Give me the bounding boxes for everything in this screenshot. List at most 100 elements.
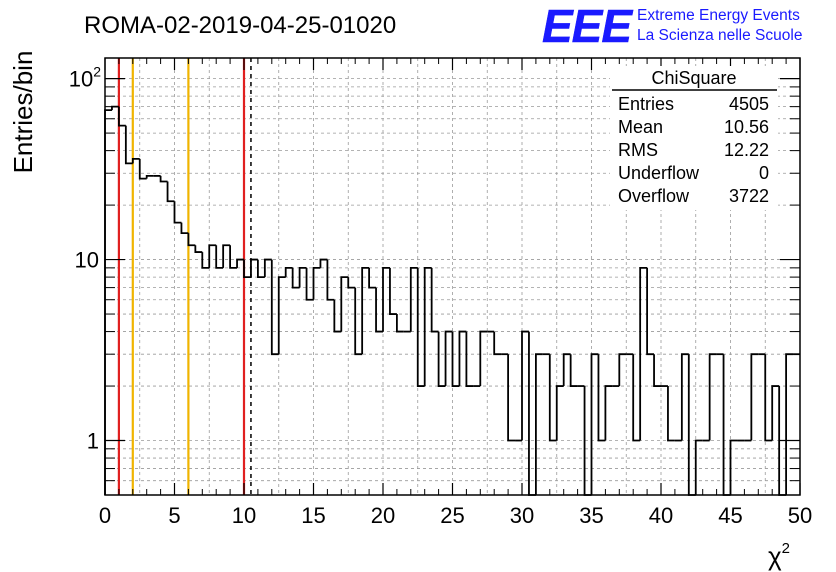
x-axis-label-text: χ2 bbox=[768, 540, 790, 571]
x-tick-label: 10 bbox=[232, 503, 256, 528]
histogram-bin bbox=[680, 353, 689, 441]
eee-logo-mark: EEE bbox=[542, 0, 633, 52]
stats-box: ChiSquare Entries 4505 Mean 10.56 RMS 12… bbox=[610, 66, 778, 210]
histogram-bin bbox=[257, 259, 265, 279]
histogram-bin bbox=[465, 331, 474, 387]
histogram-bin bbox=[215, 245, 224, 269]
histogram-bin bbox=[124, 125, 133, 165]
histogram-bin bbox=[173, 201, 182, 224]
histogram-bin bbox=[243, 259, 251, 279]
histogram-bin bbox=[180, 222, 189, 235]
histogram-bin bbox=[569, 354, 578, 387]
stats-value-overflow: 3722 bbox=[729, 186, 769, 206]
histogram-bin bbox=[354, 287, 363, 356]
histogram-bin bbox=[389, 267, 397, 315]
histogram-bin bbox=[208, 244, 217, 268]
histogram-bin bbox=[298, 266, 307, 288]
histogram-bin bbox=[361, 266, 370, 355]
histogram-bin bbox=[687, 354, 696, 496]
histogram-bin bbox=[604, 385, 613, 441]
x-tick-label: 30 bbox=[510, 503, 534, 528]
y-axis-label: Entries/bin bbox=[8, 51, 38, 174]
histogram-bin bbox=[458, 330, 467, 387]
histogram-bin bbox=[667, 386, 675, 442]
histogram-bin bbox=[236, 258, 244, 268]
histogram-bin bbox=[548, 354, 557, 442]
histogram-bin bbox=[368, 267, 377, 289]
histogram-bin bbox=[423, 266, 432, 387]
histogram-bin bbox=[194, 245, 203, 253]
histogram-bin bbox=[451, 331, 460, 387]
chart-title: ROMA-02-2019-04-25-01020 bbox=[84, 12, 396, 39]
histogram-bin bbox=[375, 287, 383, 333]
x-tick-label: 0 bbox=[99, 503, 111, 528]
histogram-bin bbox=[618, 353, 627, 387]
eee-logo-line2: La Scienza nelle Scuole bbox=[637, 27, 802, 44]
stats-label-entries: Entries bbox=[618, 94, 674, 114]
histogram-bin bbox=[653, 354, 661, 387]
y-tick-label: 10 bbox=[75, 248, 99, 273]
x-tick-label: 45 bbox=[718, 503, 742, 528]
histogram-bin bbox=[528, 331, 536, 496]
stats-label-mean: Mean bbox=[618, 117, 663, 137]
histogram-bin bbox=[222, 244, 231, 268]
histogram-bin bbox=[138, 158, 147, 180]
histogram-bin bbox=[430, 267, 439, 333]
histogram-bin bbox=[270, 259, 279, 356]
histogram-bin bbox=[409, 266, 418, 332]
histogram-bin bbox=[708, 353, 717, 441]
histogram-bin bbox=[187, 233, 196, 247]
histogram-bin bbox=[382, 266, 390, 332]
stats-value-mean: 10.56 bbox=[724, 117, 769, 137]
histogram-bin bbox=[104, 109, 112, 495]
histogram-bin bbox=[291, 267, 300, 289]
histogram-bin bbox=[437, 331, 446, 387]
histogram-bin bbox=[722, 354, 731, 496]
histogram-bin bbox=[145, 175, 154, 179]
histogram-bin bbox=[326, 259, 335, 301]
x-tick-label: 5 bbox=[168, 503, 180, 528]
cut-lines bbox=[117, 58, 252, 495]
eee-logo-line1: Extreme Energy Events bbox=[637, 7, 800, 24]
x-tick-label: 20 bbox=[371, 503, 395, 528]
histogram-bin bbox=[555, 385, 564, 441]
stats-label-overflow: Overflow bbox=[618, 186, 690, 206]
histogram-bin bbox=[396, 314, 404, 333]
histogram-bin bbox=[131, 158, 140, 164]
stats-label-underflow: Underflow bbox=[618, 163, 700, 183]
histogram-bin bbox=[507, 354, 516, 442]
x-axis-label: χ2 bbox=[768, 540, 790, 571]
histogram-bin bbox=[785, 353, 794, 495]
histogram-bin bbox=[416, 267, 425, 387]
x-tick-label: 50 bbox=[788, 503, 812, 528]
stats-value-entries: 4505 bbox=[729, 94, 769, 114]
histogram-bin bbox=[312, 266, 321, 300]
histogram-bin bbox=[639, 266, 648, 441]
histogram-bin bbox=[444, 330, 453, 387]
histogram-bin bbox=[229, 245, 238, 269]
histogram-bin bbox=[771, 385, 780, 441]
histogram-bin bbox=[250, 258, 258, 278]
histogram-bin bbox=[493, 331, 502, 356]
histogram-bin bbox=[284, 266, 293, 278]
y-tick-label: 102 bbox=[69, 64, 101, 92]
stats-value-underflow: 0 bbox=[759, 163, 769, 183]
eee-logo: EEE Extreme Energy Events La Scienza nel… bbox=[542, 0, 803, 52]
stats-value-rms: 12.22 bbox=[724, 140, 769, 160]
histogram-bin bbox=[729, 439, 738, 495]
axis-ticks: 0 5 10 15 20 25 30 35 40 45 50 1 10 102 bbox=[69, 58, 812, 528]
stats-label-rms: RMS bbox=[618, 140, 658, 160]
histogram-bin bbox=[118, 106, 126, 127]
histogram-bin bbox=[764, 354, 773, 442]
histogram-bin bbox=[166, 181, 175, 203]
histogram-bin bbox=[263, 258, 272, 278]
histogram-bin bbox=[632, 354, 641, 442]
y-tick-label: 1 bbox=[87, 429, 99, 454]
histogram-bin bbox=[590, 353, 599, 495]
histogram-bin bbox=[319, 258, 328, 268]
histogram-bin bbox=[521, 330, 529, 441]
histogram-bin bbox=[479, 330, 488, 387]
histogram-bin bbox=[277, 276, 286, 355]
histogram-bin bbox=[333, 299, 342, 333]
histogram-bin bbox=[201, 252, 210, 269]
